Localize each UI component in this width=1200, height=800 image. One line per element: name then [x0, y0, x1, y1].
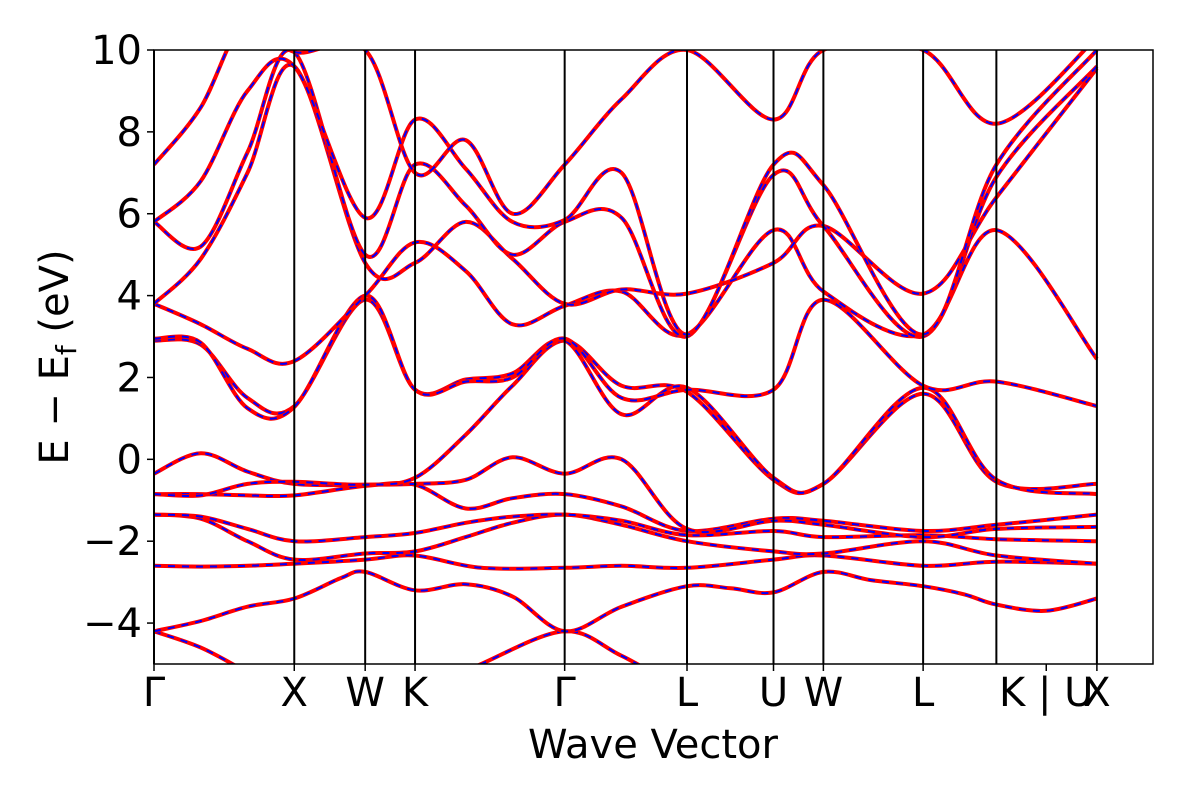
- band-2: [154, 569, 1098, 634]
- y-tick-label: −4: [83, 601, 142, 647]
- x-tick-label: X: [281, 670, 308, 716]
- y-tick-label: 0: [117, 437, 142, 483]
- y-axis-label: E − Ef (eV): [32, 249, 83, 464]
- x-tick-label: Γ: [143, 670, 166, 716]
- y-axis-label-sub: f: [50, 344, 83, 355]
- band-3: [154, 553, 1097, 571]
- band-10-overlay: [154, 294, 1098, 420]
- y-axis-ticks: −4 −2 0 2 4 6 8 10: [83, 28, 154, 647]
- x-tick-label: W: [804, 670, 844, 716]
- x-tick-label: U: [759, 670, 788, 716]
- x-axis-label: Wave Vector: [528, 722, 779, 768]
- y-axis-label-main: E − E: [32, 355, 78, 465]
- y-tick-label: 6: [117, 192, 142, 238]
- x-tick-label: Γ: [554, 670, 577, 716]
- y-axis-label-unit: (eV): [32, 249, 78, 345]
- band-7-overlay: [154, 452, 1097, 539]
- y-tick-label: 10: [91, 28, 142, 74]
- plot-frame: [153, 49, 1154, 665]
- y-tick-label: 2: [117, 355, 142, 401]
- x-tick-label: K: [402, 670, 430, 716]
- y-tick-label: 4: [117, 274, 142, 320]
- x-tick-label: X: [1083, 670, 1110, 716]
- band-12-overlay: [154, 63, 1098, 306]
- y-tick-label: 8: [117, 110, 142, 156]
- x-tick-label: K | U: [999, 670, 1093, 716]
- band-6-overlay: [154, 482, 1098, 533]
- x-tick-label: L: [912, 670, 935, 716]
- x-tick-label: L: [676, 670, 699, 716]
- x-tick-label: W: [345, 670, 385, 716]
- y-tick-label: −2: [83, 519, 142, 565]
- band-15-overlay: [154, 50, 1086, 215]
